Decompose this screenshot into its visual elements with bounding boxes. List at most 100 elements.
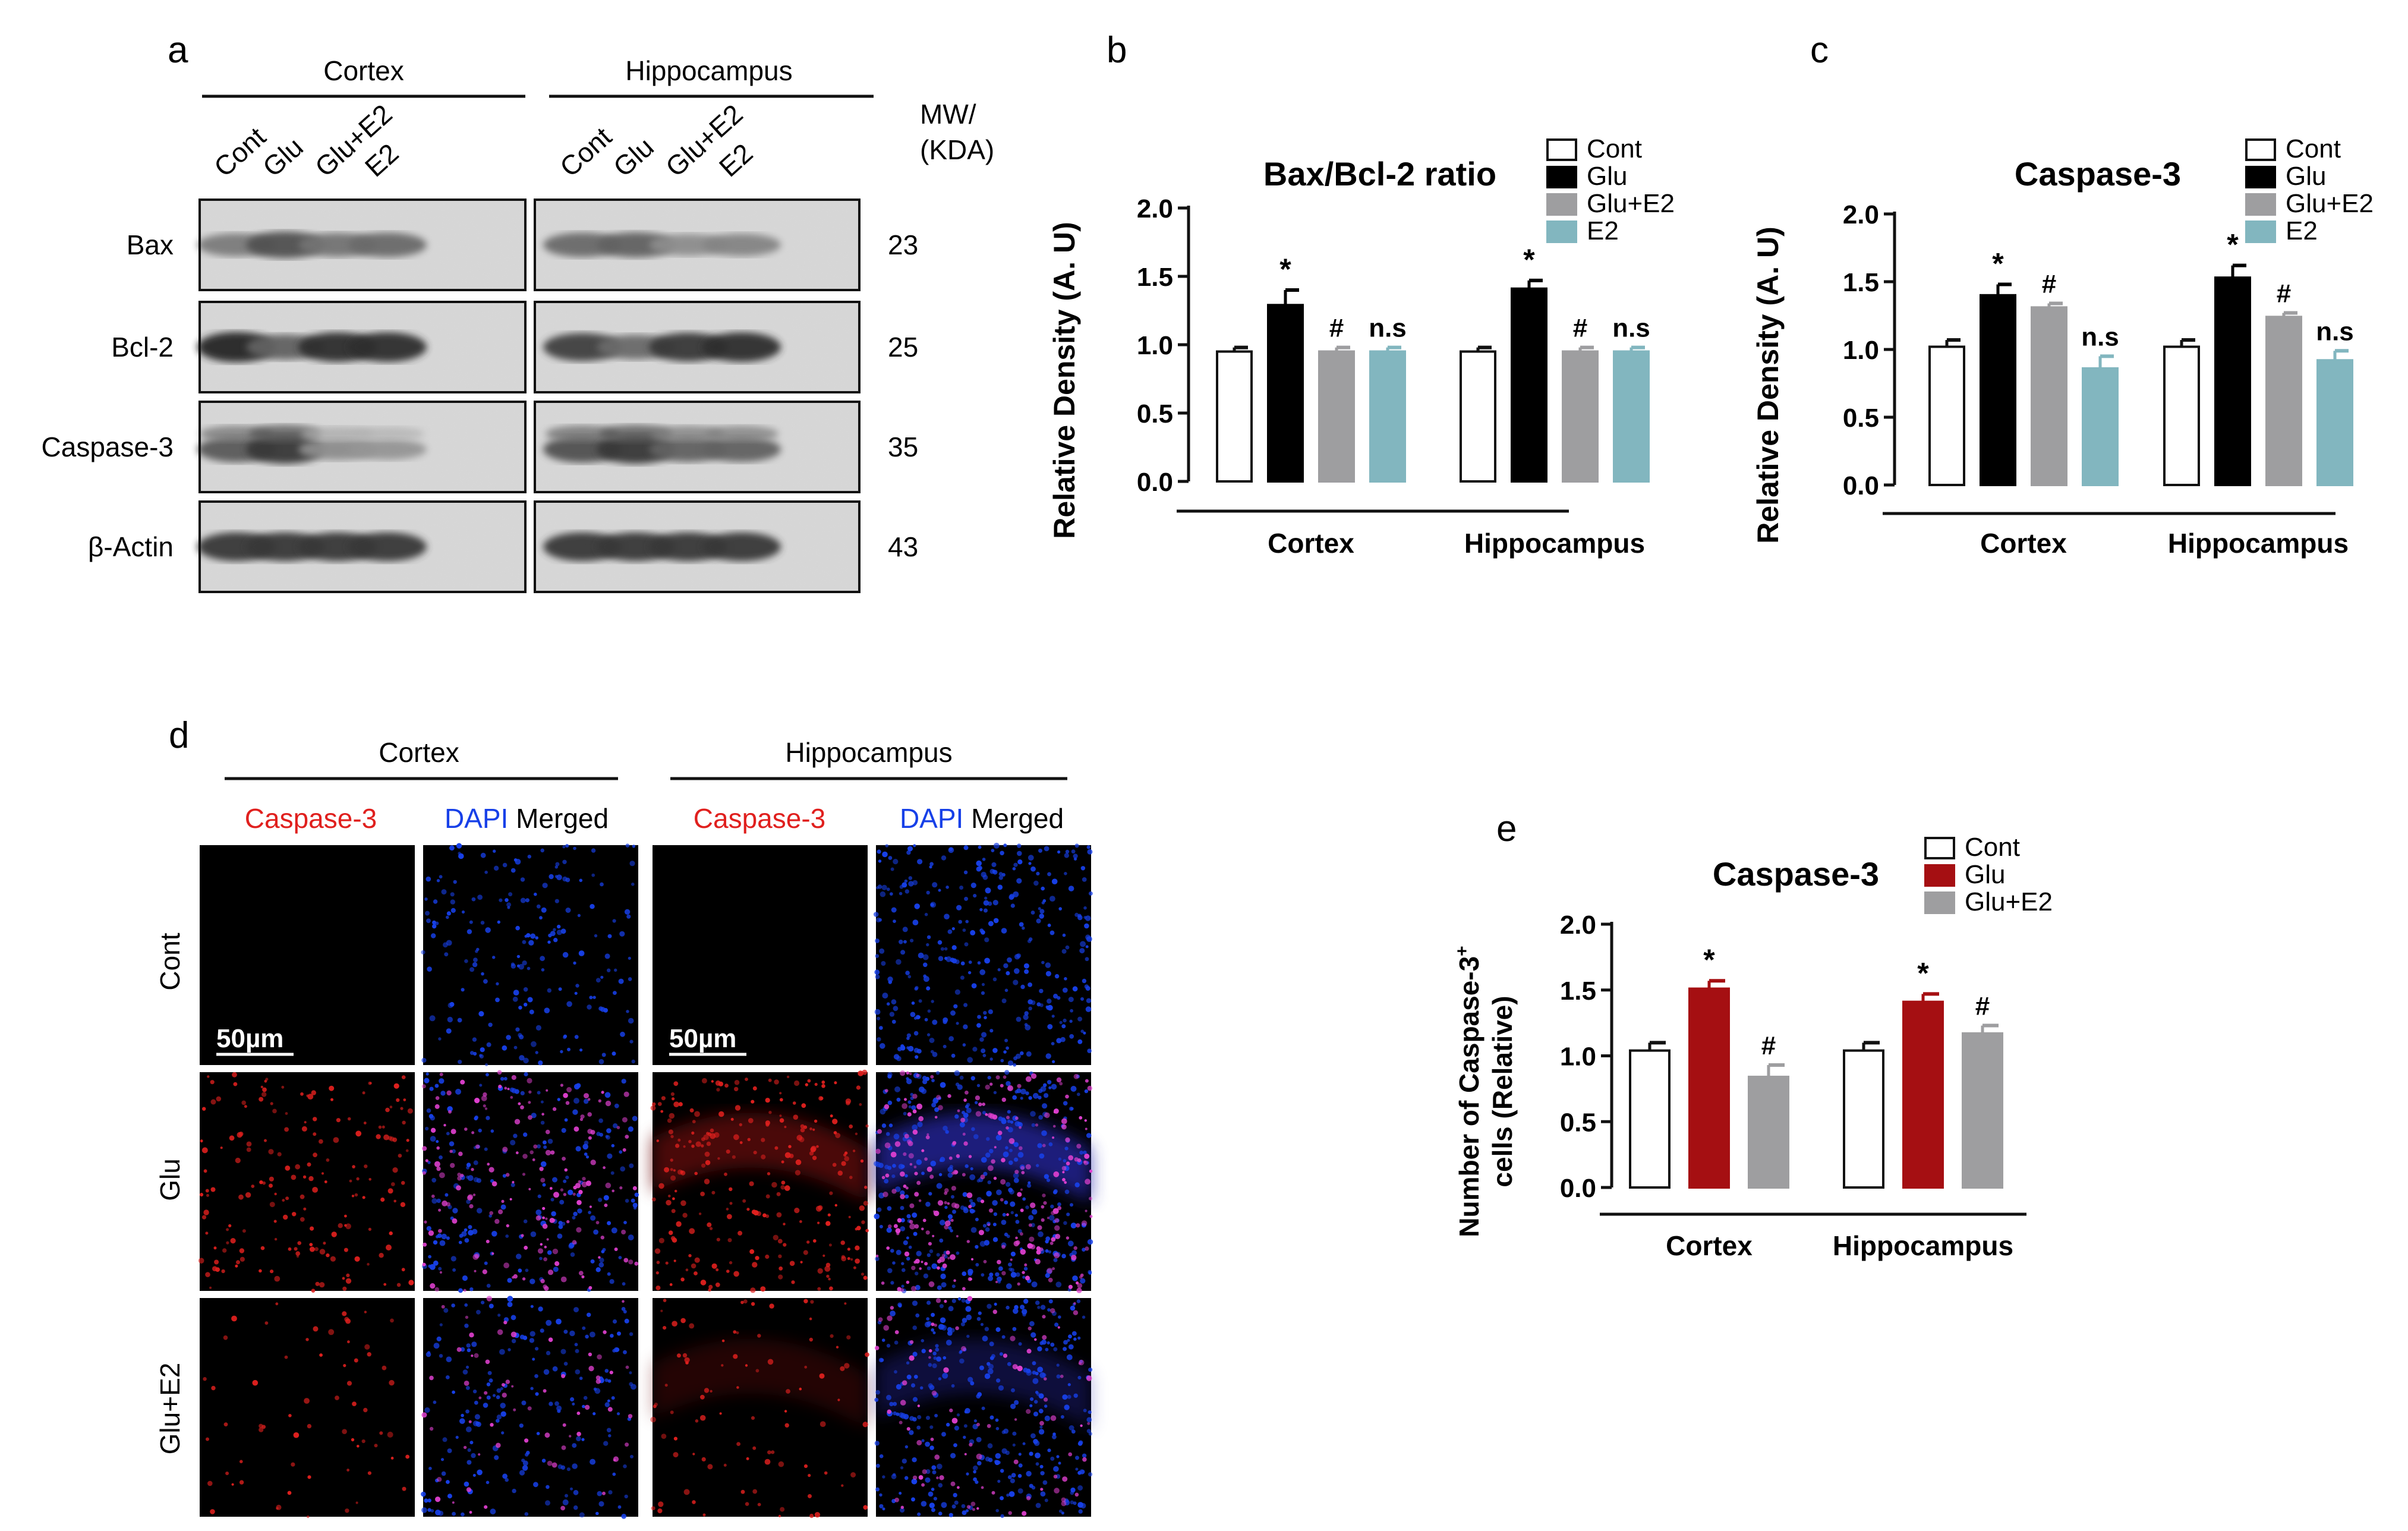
if-dapi-nucleus bbox=[549, 1401, 553, 1406]
if-caspase-signal bbox=[346, 1469, 349, 1472]
if-caspase-signal bbox=[380, 1197, 385, 1202]
if-dapi-nucleus bbox=[614, 1347, 619, 1353]
if-dapi-nucleus bbox=[447, 1016, 453, 1023]
if-dapi-nucleus bbox=[621, 1514, 626, 1519]
if-dapi-nucleus bbox=[452, 1390, 455, 1394]
if-dapi-nucleus bbox=[975, 1245, 979, 1249]
if-caspase-signal bbox=[726, 1208, 729, 1211]
if-dapi-nucleus bbox=[529, 1338, 535, 1343]
if-dapi-nucleus bbox=[1022, 1275, 1026, 1279]
if-caspase-signal bbox=[364, 1311, 367, 1313]
if-dapi-nucleus bbox=[890, 1281, 894, 1285]
if-dapi-nucleus bbox=[1007, 1060, 1014, 1066]
if-dapi-nucleus bbox=[947, 1327, 953, 1332]
if-caspase-signal bbox=[1021, 1171, 1025, 1174]
if-caspase-signal bbox=[587, 1098, 591, 1101]
if-caspase-signal bbox=[1065, 1137, 1070, 1143]
if-caspase-signal bbox=[672, 1197, 675, 1201]
if-dapi-nucleus bbox=[511, 1338, 516, 1344]
if-dapi-nucleus bbox=[1020, 984, 1025, 990]
if-dapi-nucleus bbox=[969, 1208, 975, 1214]
if-caspase-signal bbox=[1049, 1308, 1055, 1313]
if-dapi-nucleus bbox=[904, 1476, 909, 1480]
if-dapi-nucleus bbox=[995, 1272, 1000, 1277]
if-dapi-nucleus bbox=[954, 1425, 959, 1431]
if-dapi-nucleus bbox=[1014, 1214, 1019, 1217]
if-caspase-signal bbox=[691, 1131, 695, 1135]
if-dapi-nucleus bbox=[1077, 1336, 1081, 1340]
if-caspase-signal bbox=[328, 1329, 335, 1335]
if-caspase-signal bbox=[458, 1151, 463, 1157]
if-dapi-nucleus bbox=[951, 1053, 956, 1058]
if-dapi-nucleus bbox=[439, 1354, 443, 1358]
if-dapi-nucleus bbox=[987, 901, 992, 906]
if-caspase-signal bbox=[932, 1234, 935, 1237]
if-dapi-nucleus bbox=[932, 1019, 938, 1025]
if-dapi-nucleus bbox=[1012, 1095, 1017, 1100]
if-dapi-nucleus bbox=[1063, 1221, 1067, 1226]
if-dapi-nucleus bbox=[550, 1198, 554, 1202]
if-dapi-nucleus bbox=[546, 1485, 550, 1489]
if-dapi-nucleus bbox=[1023, 1368, 1028, 1373]
if-dapi-nucleus bbox=[466, 1165, 469, 1170]
if-dapi-nucleus bbox=[904, 889, 910, 894]
if-caspase-signal bbox=[1016, 1366, 1019, 1369]
if-caspase-signal bbox=[491, 1181, 497, 1187]
if-dapi-nucleus bbox=[912, 1325, 917, 1330]
if-caspase-signal bbox=[921, 1483, 925, 1487]
if-caspase-signal bbox=[1042, 1315, 1046, 1319]
if-caspase-signal bbox=[845, 1098, 852, 1104]
if-dapi-nucleus bbox=[536, 1432, 540, 1435]
if-caspase-signal bbox=[668, 1230, 673, 1235]
if-dapi-nucleus bbox=[927, 1009, 931, 1013]
if-caspase-signal bbox=[535, 1215, 541, 1221]
if-dapi-nucleus bbox=[479, 1054, 484, 1059]
if-caspase-signal bbox=[818, 1096, 823, 1101]
blot-band-hippocampus-e2 bbox=[702, 234, 781, 256]
if-dapi-nucleus bbox=[896, 1056, 902, 1061]
if-dapi-nucleus bbox=[439, 875, 443, 879]
if-dapi-nucleus bbox=[538, 1306, 543, 1312]
blot-row-bcl-2: Bcl-2 25 bbox=[111, 301, 918, 393]
if-caspase-signal bbox=[881, 1281, 885, 1285]
if-dapi-nucleus bbox=[464, 1324, 469, 1328]
if-caspase-signal bbox=[976, 1453, 982, 1460]
if-dapi-nucleus bbox=[479, 1083, 483, 1087]
if-dapi-nucleus bbox=[477, 894, 483, 900]
if-dapi-nucleus bbox=[992, 977, 997, 982]
if-dapi-nucleus bbox=[1087, 1239, 1093, 1245]
if-dapi-nucleus bbox=[961, 1504, 966, 1508]
if-caspase-signal bbox=[595, 1375, 601, 1380]
if-caspase-signal bbox=[1061, 1124, 1067, 1130]
if-dapi-nucleus bbox=[1048, 1142, 1053, 1146]
if-caspase-signal bbox=[916, 1073, 920, 1078]
if-dapi-nucleus bbox=[1065, 945, 1070, 950]
if-dapi-nucleus bbox=[1023, 963, 1029, 969]
if-dapi-nucleus bbox=[918, 999, 922, 1003]
if-dapi-nucleus bbox=[962, 928, 966, 932]
if-caspase-signal bbox=[390, 1182, 395, 1186]
if-dapi-nucleus bbox=[1064, 1404, 1070, 1410]
significance-mark: * bbox=[1917, 956, 1929, 990]
if-dapi-nucleus bbox=[1041, 901, 1045, 905]
if-image-glu-col3 bbox=[650, 1069, 869, 1293]
if-dapi-nucleus bbox=[540, 848, 544, 853]
if-caspase-signal bbox=[363, 1122, 367, 1124]
if-dapi-nucleus bbox=[523, 987, 528, 992]
panel-e-letter: e bbox=[1496, 808, 1517, 849]
if-dapi-nucleus bbox=[469, 1051, 474, 1055]
if-caspase-signal bbox=[711, 1190, 716, 1195]
if-dapi-nucleus bbox=[913, 1031, 919, 1036]
if-caspase-signal bbox=[1006, 1213, 1009, 1217]
if-caspase-signal bbox=[446, 1090, 452, 1096]
if-dapi-nucleus bbox=[954, 989, 960, 995]
if-dapi-nucleus bbox=[941, 1432, 946, 1437]
if-caspase-signal bbox=[562, 1423, 566, 1427]
if-dapi-nucleus bbox=[460, 1347, 465, 1352]
if-caspase-signal bbox=[781, 1160, 784, 1164]
if-caspase-signal bbox=[245, 1192, 251, 1198]
if-caspase-signal bbox=[771, 1450, 775, 1454]
if-caspase-signal bbox=[900, 1400, 906, 1406]
if-caspase-signal bbox=[605, 1182, 612, 1189]
